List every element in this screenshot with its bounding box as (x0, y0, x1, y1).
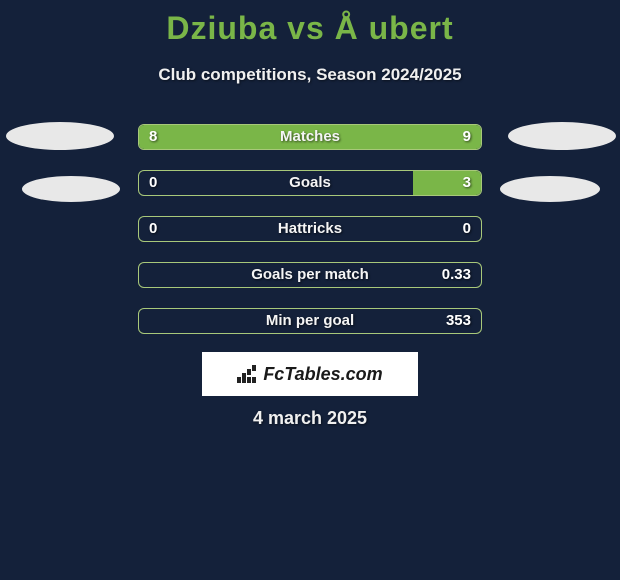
chart-icon (237, 365, 259, 383)
stat-right-value: 9 (463, 128, 471, 145)
stat-right-value: 0.33 (442, 266, 471, 283)
player-right-oval-2 (500, 176, 600, 202)
logo-box[interactable]: FcTables.com (202, 352, 418, 396)
stat-bar: Goals per match0.33 (138, 262, 482, 288)
logo-text: FcTables.com (263, 364, 382, 385)
date-label: 4 march 2025 (0, 408, 620, 429)
stat-bar: Min per goal353 (138, 308, 482, 334)
stat-label: Min per goal (139, 312, 481, 329)
stat-bar: 0Goals3 (138, 170, 482, 196)
stats-container: 8Matches90Goals30Hattricks0Goals per mat… (138, 124, 482, 354)
stat-right-value: 3 (463, 174, 471, 191)
stat-right-value: 0 (463, 220, 471, 237)
player-left-oval-1 (6, 122, 114, 150)
player-left-oval-2 (22, 176, 120, 202)
stat-label: Hattricks (139, 220, 481, 237)
stat-bar: 8Matches9 (138, 124, 482, 150)
player-right-oval-1 (508, 122, 616, 150)
stat-bar: 0Hattricks0 (138, 216, 482, 242)
stat-label: Matches (139, 128, 481, 145)
stat-label: Goals per match (139, 266, 481, 283)
subtitle: Club competitions, Season 2024/2025 (0, 65, 620, 85)
stat-right-value: 353 (446, 312, 471, 329)
page-title: Dziuba vs Å ubert (0, 0, 620, 47)
stat-label: Goals (139, 174, 481, 191)
